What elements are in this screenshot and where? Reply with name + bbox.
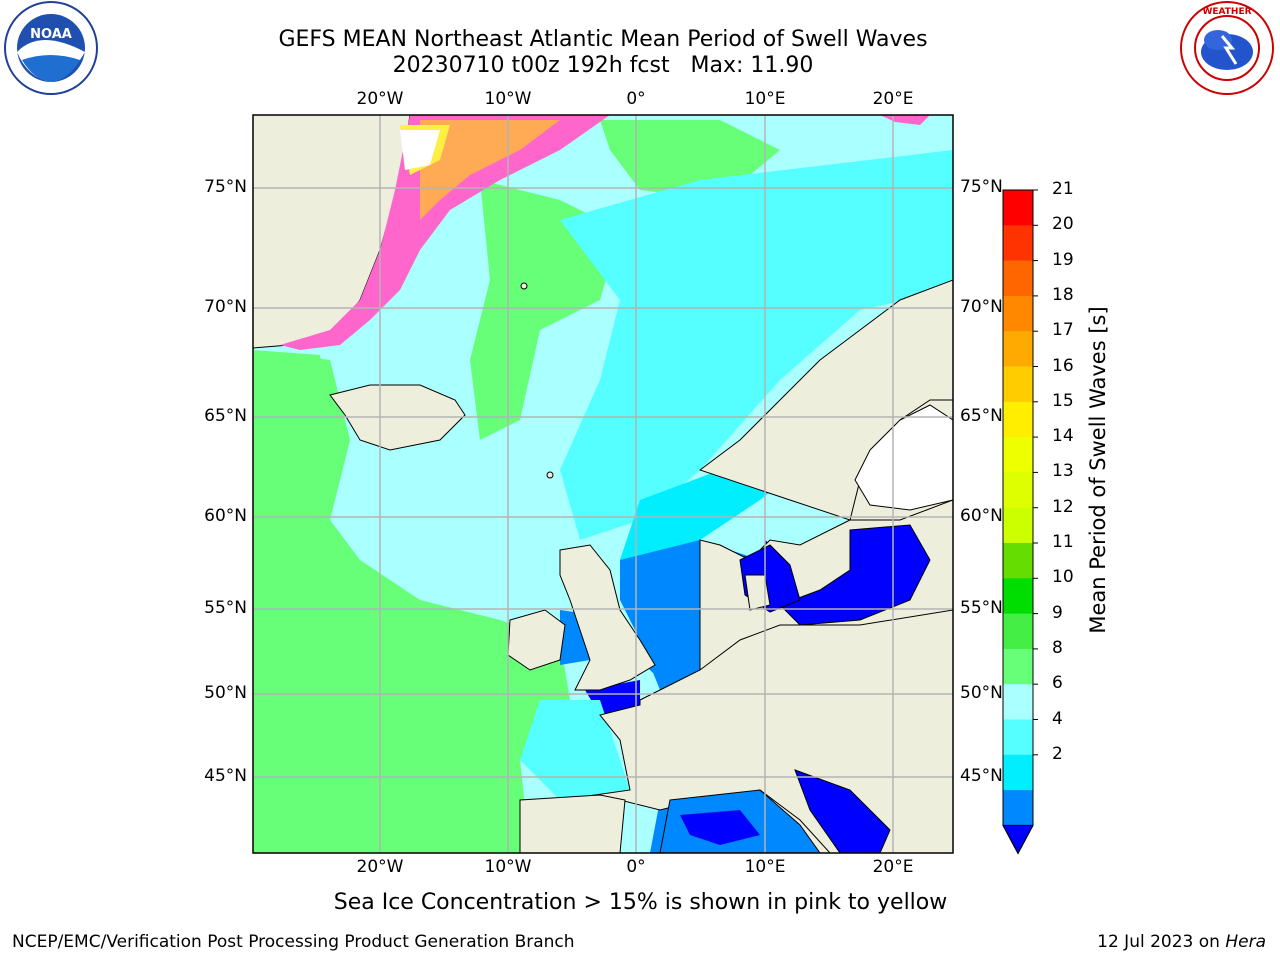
colorbar-bin (1003, 719, 1033, 756)
colorbar-bin (1003, 437, 1033, 473)
noaa-logo: NOAA (4, 1, 98, 95)
colorbar-tick-label: 20 (1052, 214, 1074, 235)
lat-label-right: 55°N (960, 598, 1003, 618)
colorbar-bin (1003, 754, 1033, 791)
graticule (253, 115, 953, 853)
lat-label-left: 55°N (204, 598, 247, 618)
colorbar-bin (1003, 648, 1033, 685)
colorbar-tick-label: 10 (1052, 567, 1074, 588)
lon-label-top: 20°E (872, 89, 914, 109)
colorbar-title: Mean Period of Swell Waves [s] (1086, 306, 1110, 634)
colorbar-bin (1003, 684, 1033, 720)
colorbar-tick-label: 11 (1052, 532, 1074, 552)
lat-label-right: 75°N (960, 177, 1003, 197)
lat-label-left: 45°N (204, 766, 247, 786)
colorbar (1002, 189, 1038, 855)
lat-label-right: 65°N (960, 406, 1003, 426)
nws-logo: WEATHER (1180, 1, 1274, 95)
lon-label-bottom: 10°W (484, 857, 532, 877)
colorbar-tick-label: 12 (1052, 496, 1074, 517)
map-title-line2: 20230710 t00z 192h fcst Max: 11.90 (392, 53, 814, 78)
colorbar-outline (1002, 189, 1034, 855)
producer-credit: NCEP/EMC/Verification Post Processing Pr… (12, 932, 575, 952)
colorbar-bin (1003, 331, 1033, 367)
lon-label-top: 10°W (484, 89, 532, 109)
lon-label-top: 0° (626, 89, 646, 109)
colorbar-tick-label: 14 (1052, 426, 1074, 447)
colorbar-tick-label: 13 (1052, 461, 1074, 482)
colorbar-tick-label: 4 (1052, 708, 1063, 729)
colorbar-tick-label: 8 (1052, 637, 1063, 658)
generation-date: 12 Jul 2023 on Hera (1097, 932, 1266, 952)
colorbar-bin (1003, 295, 1033, 332)
colorbar-tick-label: 2 (1052, 743, 1063, 764)
lat-label-left: 50°N (204, 683, 247, 703)
lat-label-right: 70°N (960, 297, 1003, 317)
colorbar-bin (1003, 366, 1033, 403)
colorbar-tick-label: 19 (1052, 249, 1074, 270)
map-plot-area (253, 115, 953, 853)
colorbar-bin (1003, 790, 1033, 826)
lon-label-bottom: 10°E (744, 857, 786, 877)
map-title-line1: GEFS MEAN Northeast Atlantic Mean Period… (278, 27, 928, 52)
lat-label-left: 60°N (204, 506, 247, 526)
svg-text:WEATHER: WEATHER (1202, 7, 1251, 17)
colorbar-bin (1003, 613, 1033, 650)
colorbar-bin (1003, 578, 1033, 615)
host-name: Hera (1225, 932, 1266, 952)
lat-label-left: 70°N (204, 297, 247, 317)
colorbar-bin (1003, 225, 1033, 262)
lon-label-top: 10°E (744, 89, 786, 109)
lat-label-left: 65°N (204, 406, 247, 426)
colorbar-tick-label: 18 (1052, 284, 1074, 305)
colorbar-bin (1003, 472, 1033, 509)
lat-label-right: 50°N (960, 683, 1003, 703)
lat-label-left: 75°N (204, 177, 247, 197)
lon-label-bottom: 20°W (356, 857, 404, 877)
lat-label-right: 60°N (960, 506, 1003, 526)
colorbar-bin (1003, 401, 1033, 438)
colorbar-tick-label: 15 (1052, 390, 1074, 411)
sea-ice-note: Sea Ice Concentration > 15% is shown in … (333, 890, 948, 915)
colorbar-bin (1003, 543, 1033, 579)
colorbar-bin (1003, 260, 1033, 297)
colorbar-tick-label: 21 (1052, 179, 1074, 199)
map-frame (252, 114, 954, 854)
lat-label-right: 45°N (960, 766, 1003, 786)
generation-date-text: 12 Jul 2023 on (1097, 932, 1226, 952)
colorbar-tick-label: 16 (1052, 355, 1074, 376)
lon-label-bottom: 20°E (872, 857, 914, 877)
colorbar-tick-label: 6 (1052, 673, 1063, 694)
lon-label-top: 20°W (356, 89, 404, 109)
colorbar-tick-label: 9 (1052, 602, 1063, 623)
colorbar-bin (1003, 190, 1033, 226)
svg-text:NOAA: NOAA (30, 27, 72, 42)
colorbar-bin (1003, 507, 1033, 544)
lon-label-bottom: 0° (626, 857, 646, 877)
colorbar-extend-arrow (1002, 824, 1034, 855)
colorbar-tick-label: 17 (1052, 320, 1074, 341)
